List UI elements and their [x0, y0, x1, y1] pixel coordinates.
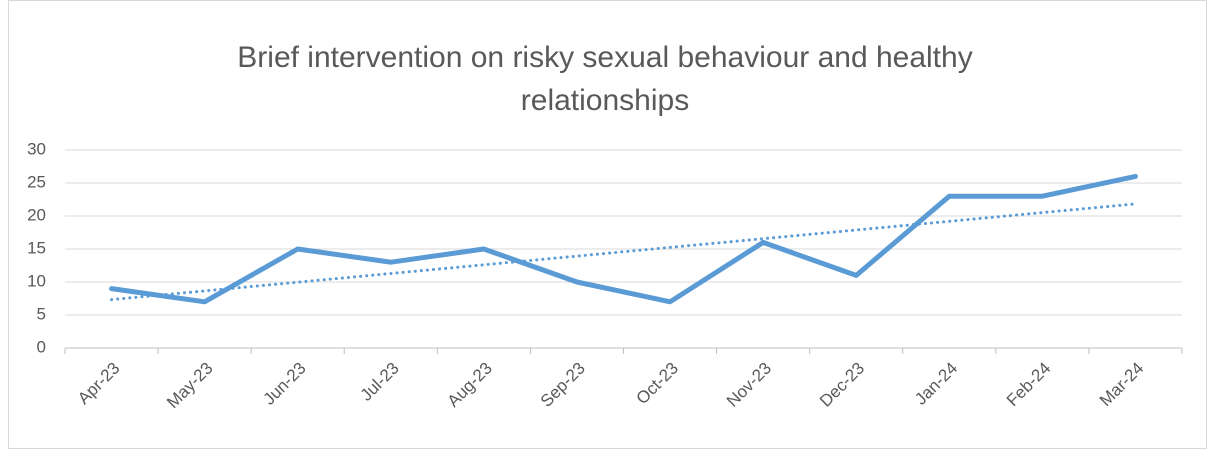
y-tick-label: 30	[27, 139, 46, 158]
y-tick-label: 25	[27, 172, 46, 191]
y-tick-label: 0	[37, 337, 46, 356]
x-tick-label: Jul-23	[357, 359, 403, 405]
chart-border	[8, 0, 1207, 449]
line	[109, 173, 1138, 305]
trendline	[110, 202, 1137, 302]
x-tick-label: Apr-23	[74, 359, 124, 409]
x-tick-label: May-23	[163, 359, 217, 413]
x-tick-label: Nov-23	[723, 359, 775, 411]
x-tick-label: Feb-24	[1003, 359, 1055, 411]
chart-title: Brief intervention on risky sexual behav…	[237, 41, 973, 117]
y-tick-label: 15	[27, 238, 46, 257]
x-tick-label: Dec-23	[816, 359, 868, 411]
y-tick-label: 20	[27, 205, 46, 224]
x-tick-label: Jun-23	[260, 359, 310, 409]
x-tick-label: Oct-23	[633, 359, 683, 409]
x-tick-label: Mar-24	[1096, 359, 1148, 411]
y-tick-label: 5	[37, 304, 46, 323]
x-tick-label: Aug-23	[444, 359, 496, 411]
x-tick-label: Sep-23	[537, 359, 589, 411]
y-tick-label: 10	[27, 271, 46, 290]
x-tick-label: Jan-24	[911, 359, 961, 409]
